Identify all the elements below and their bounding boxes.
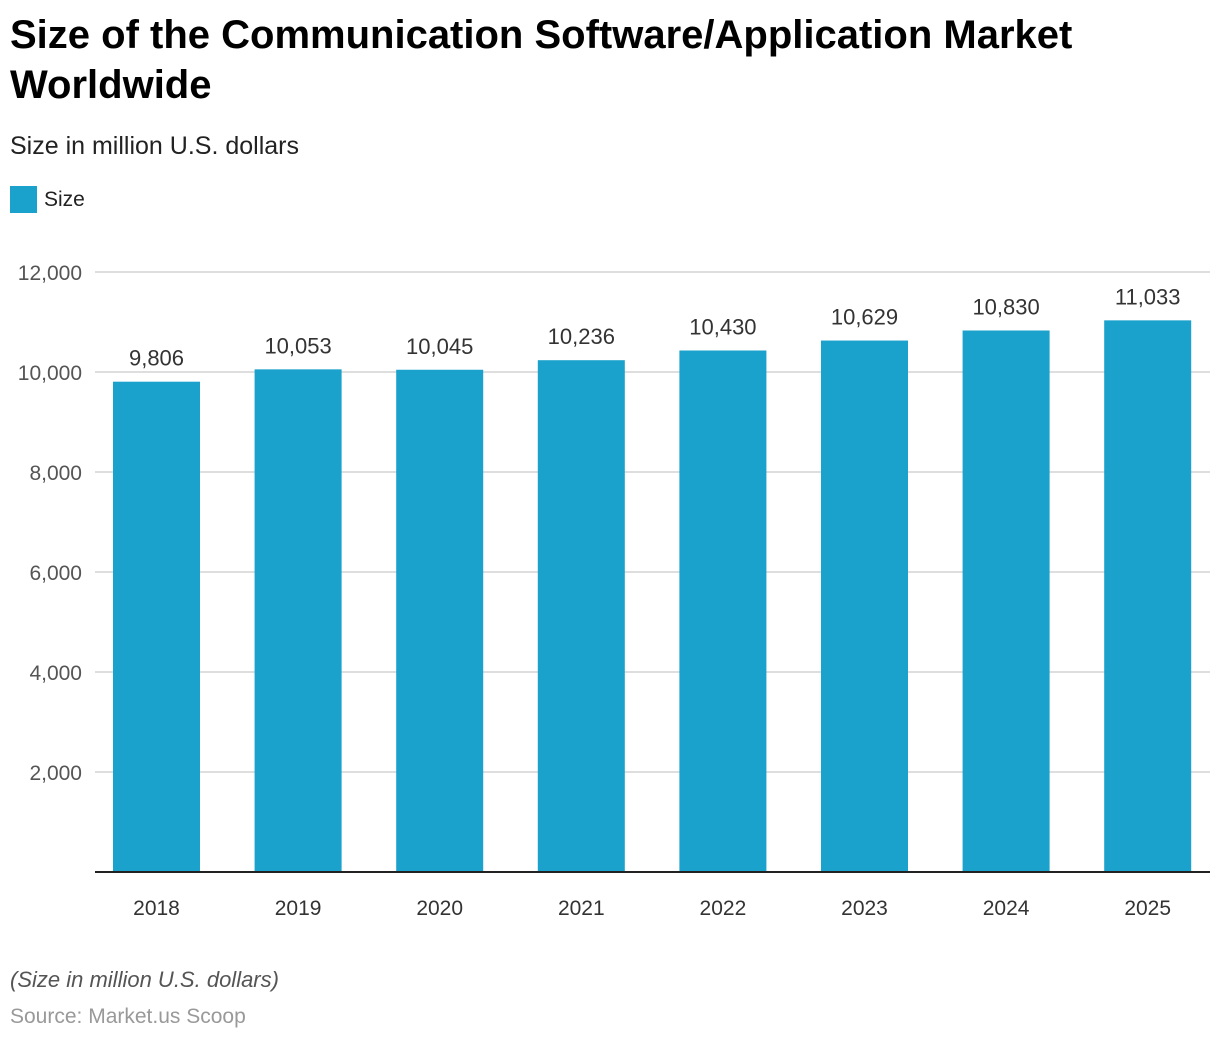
y-tick-label: 10,000	[18, 362, 82, 385]
data-label: 10,053	[264, 333, 331, 358]
y-tick-label: 6,000	[29, 562, 82, 585]
bar	[396, 369, 484, 872]
x-tick-label: 2023	[841, 897, 888, 920]
y-tick-label: 4,000	[29, 662, 82, 685]
x-tick-label: 2018	[133, 897, 180, 920]
data-label: 10,430	[689, 315, 756, 340]
x-tick-label: 2019	[275, 897, 322, 920]
x-tick-label: 2024	[983, 897, 1030, 920]
bar	[962, 330, 1050, 872]
bar	[821, 340, 908, 872]
x-tick-label: 2021	[558, 897, 605, 920]
y-tick-label: 8,000	[29, 462, 82, 485]
bar	[679, 350, 767, 872]
x-tick-label: 2020	[416, 897, 463, 920]
y-tick-label: 2,000	[29, 762, 82, 785]
legend: Size	[10, 186, 85, 213]
data-label: 10,045	[406, 334, 473, 359]
chart-title: Size of the Communication Software/Appli…	[10, 13, 1073, 107]
data-label: 11,033	[1115, 284, 1181, 309]
source-text: Source: Market.us Scoop	[10, 1005, 246, 1028]
x-tick-label: 2025	[1124, 897, 1171, 920]
legend-label: Size	[44, 187, 85, 211]
legend-swatch	[10, 186, 37, 213]
bar	[113, 381, 200, 872]
x-tick-label: 2022	[700, 897, 747, 920]
chart-subtitle: Size in million U.S. dollars	[10, 132, 299, 160]
data-label: 10,236	[548, 324, 615, 349]
data-label: 10,629	[831, 305, 898, 330]
y-tick-label: 12,000	[18, 262, 82, 285]
bar	[537, 360, 625, 872]
bar	[1104, 320, 1192, 873]
data-label: 10,830	[972, 295, 1039, 320]
data-label: 9,806	[129, 346, 184, 371]
footnote: (Size in million U.S. dollars)	[10, 967, 279, 992]
bar	[254, 369, 342, 872]
